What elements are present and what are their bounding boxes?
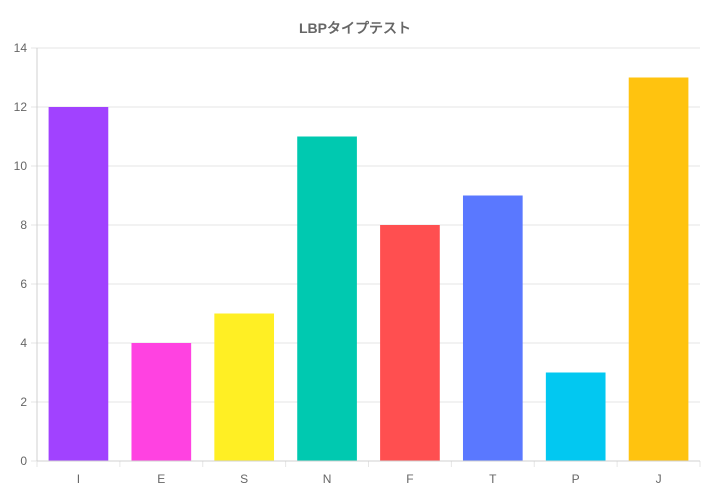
bar-t[interactable] xyxy=(462,195,523,462)
y-tick-label: 4 xyxy=(20,336,27,350)
y-tick-label: 0 xyxy=(20,454,27,468)
bar-f[interactable] xyxy=(380,225,440,461)
x-tick-label: N xyxy=(323,472,332,486)
bar-p[interactable] xyxy=(545,372,606,462)
y-axis-tick-labels: 0 2 4 6 8 10 12 14 xyxy=(14,41,28,468)
y-tick-label: 2 xyxy=(20,395,27,409)
bar-j[interactable] xyxy=(628,77,689,462)
chart-title: LBPタイプテスト xyxy=(299,20,411,36)
bar-s[interactable] xyxy=(214,313,275,462)
y-tick-label: 8 xyxy=(20,218,27,232)
bars xyxy=(48,77,689,462)
x-tick-label: I xyxy=(77,472,80,486)
y-tick-label: 10 xyxy=(14,159,28,173)
bar-e[interactable] xyxy=(131,343,192,461)
y-tick-label: 12 xyxy=(14,100,28,114)
y-tick-label: 14 xyxy=(14,41,28,55)
x-tick-label: P xyxy=(572,472,580,486)
bar-i[interactable] xyxy=(48,107,109,461)
x-tick-label: S xyxy=(240,472,248,486)
x-tick-label: E xyxy=(157,472,165,486)
bar-n[interactable] xyxy=(297,136,357,462)
x-tick-label: T xyxy=(489,472,497,486)
x-tick-label: F xyxy=(406,472,413,486)
y-tick-label: 6 xyxy=(20,277,27,291)
x-tick-label: J xyxy=(656,472,662,486)
